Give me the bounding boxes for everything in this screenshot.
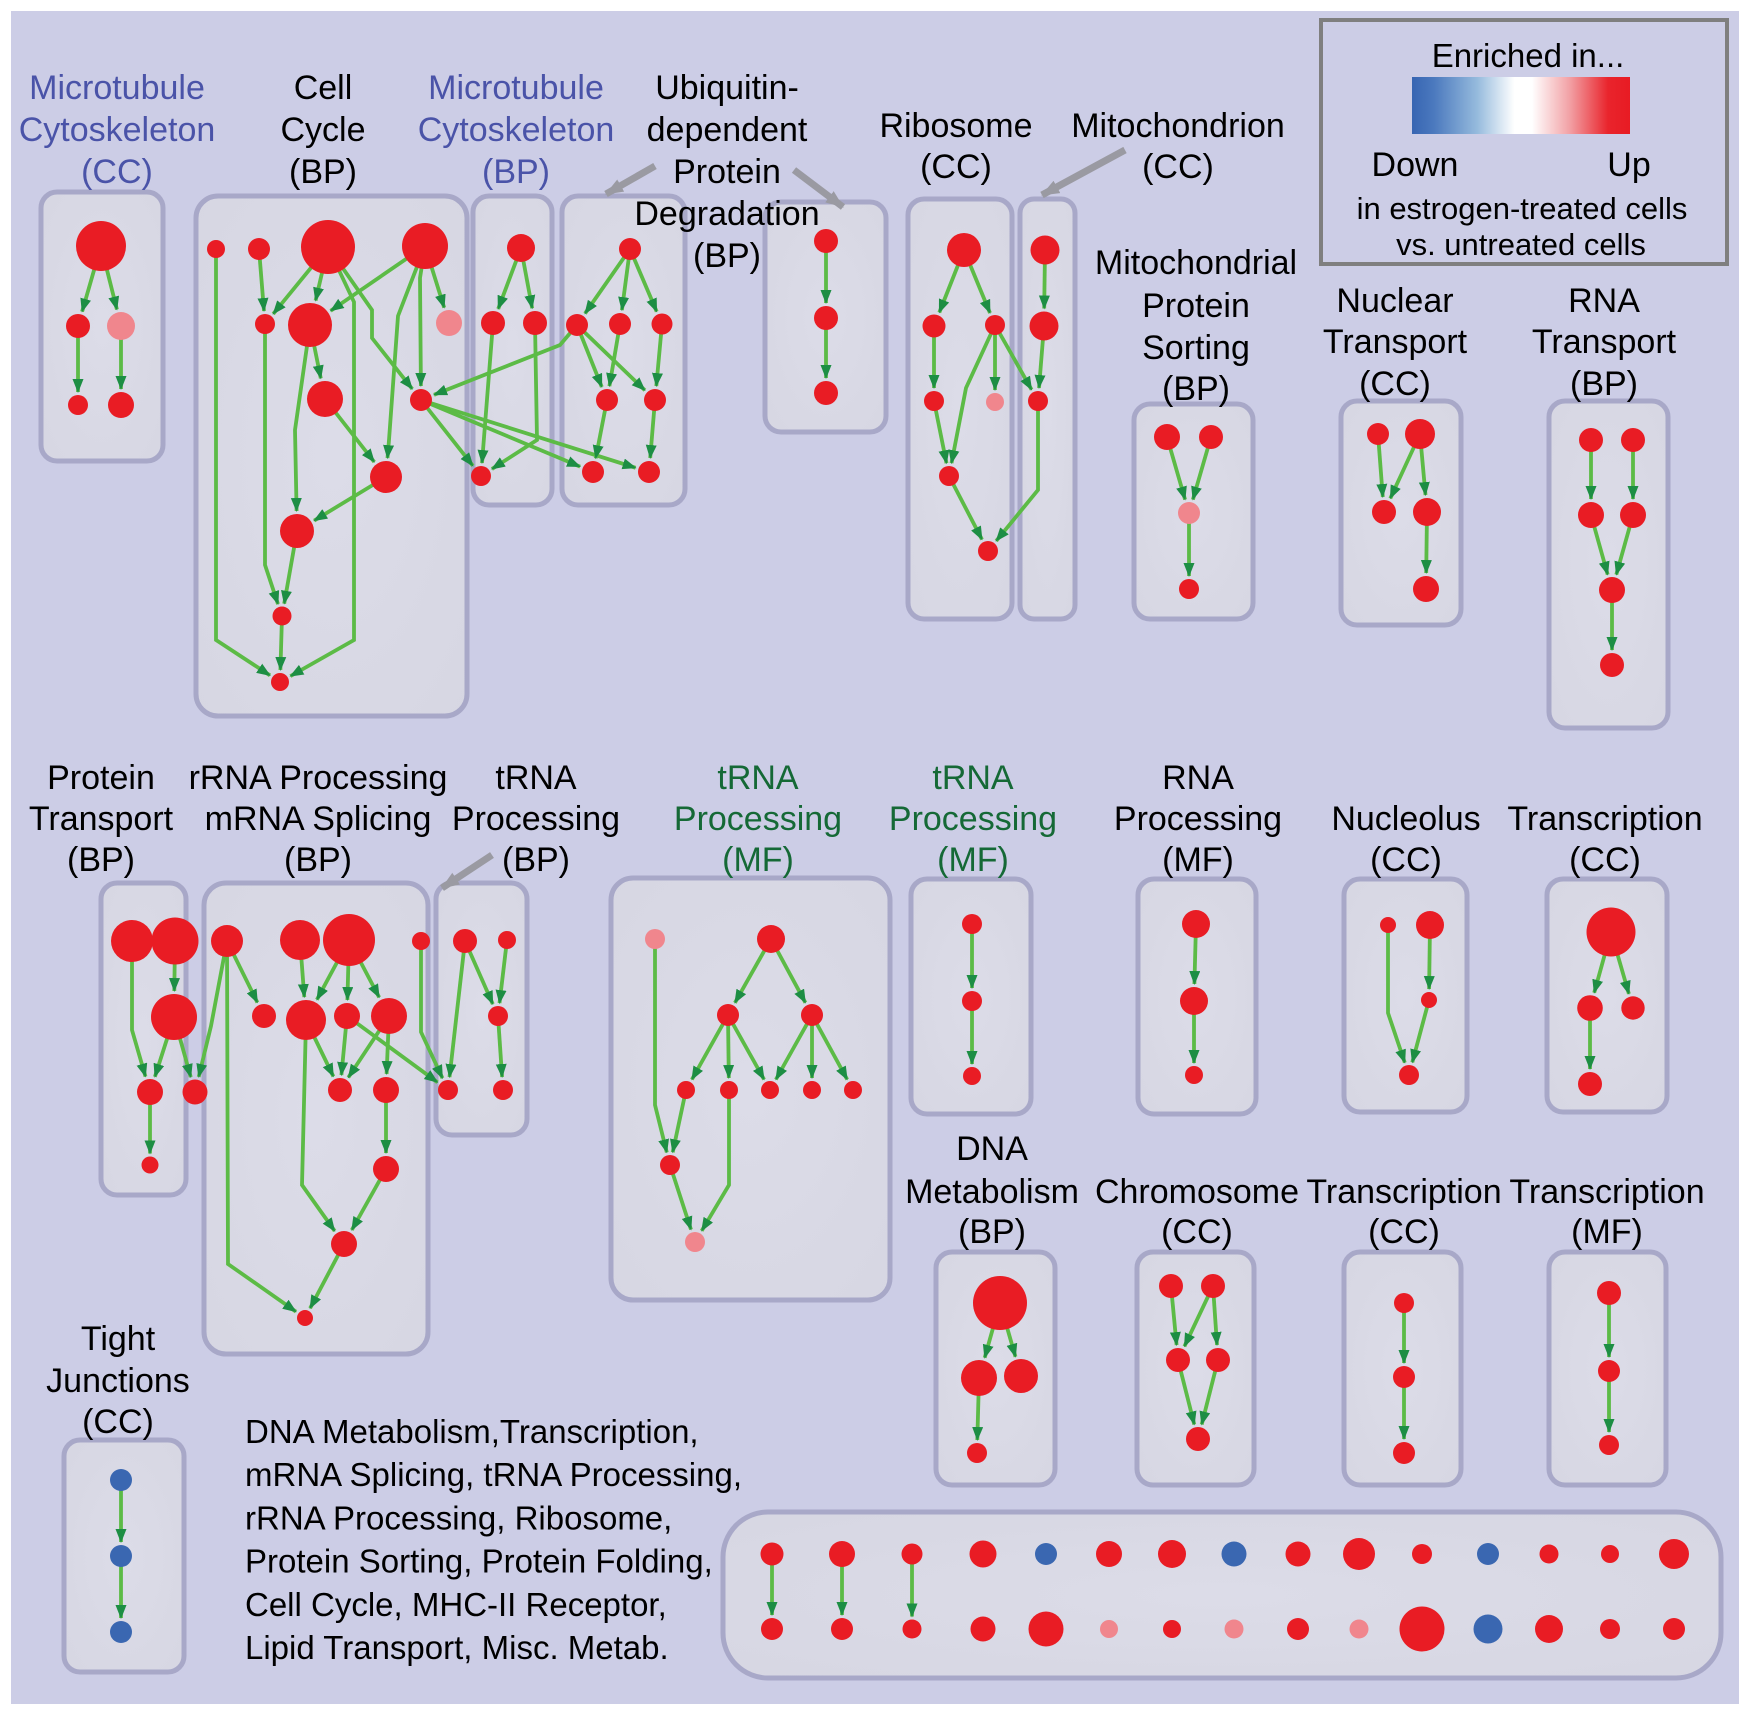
svg-text:mRNA Splicing, tRNA Processing: mRNA Splicing, tRNA Processing, [245,1456,742,1493]
svg-text:rRNA Processing: rRNA Processing [189,759,448,797]
svg-text:(CC): (CC) [1370,841,1442,879]
svg-text:in estrogen-treated cells: in estrogen-treated cells [1357,191,1688,226]
svg-text:tRNA: tRNA [717,759,799,797]
svg-text:Junctions: Junctions [46,1362,190,1400]
svg-text:Chromosome: Chromosome [1095,1173,1299,1211]
svg-text:Nucleolus: Nucleolus [1331,800,1480,838]
svg-text:Protein Sorting, Protein Foldi: Protein Sorting, Protein Folding, [245,1543,713,1580]
svg-text:(BP): (BP) [1570,365,1638,403]
svg-text:(CC): (CC) [920,148,992,186]
svg-text:(BP): (BP) [482,153,550,191]
svg-text:Mitochondrion: Mitochondrion [1071,107,1285,145]
svg-text:Microtubule: Microtubule [428,69,604,107]
svg-text:Transport: Transport [1532,323,1677,361]
svg-text:Mitochondrial: Mitochondrial [1095,244,1297,282]
svg-text:(CC): (CC) [1368,1213,1440,1251]
svg-text:(BP): (BP) [502,841,570,879]
svg-text:RNA: RNA [1162,759,1234,797]
svg-text:Lipid Transport, Misc. Metab.: Lipid Transport, Misc. Metab. [245,1629,669,1666]
svg-text:Cycle: Cycle [280,111,365,149]
svg-text:Sorting: Sorting [1142,329,1250,367]
svg-text:Cytoskeleton: Cytoskeleton [418,111,615,149]
svg-text:(BP): (BP) [289,153,357,191]
svg-text:Transport: Transport [1323,323,1468,361]
svg-text:Protein: Protein [673,153,781,191]
svg-text:dependent: dependent [647,111,808,149]
svg-text:tRNA: tRNA [932,759,1014,797]
svg-text:(MF): (MF) [722,841,794,879]
svg-text:(BP): (BP) [67,841,135,879]
svg-text:(CC): (CC) [1359,365,1431,403]
svg-text:Cell Cycle, MHC-II Receptor,: Cell Cycle, MHC-II Receptor, [245,1586,667,1623]
svg-text:Protein: Protein [1142,287,1250,325]
svg-text:(CC): (CC) [82,1403,154,1441]
svg-text:Processing: Processing [1114,800,1282,838]
svg-text:Up: Up [1607,146,1650,184]
svg-text:(BP): (BP) [284,841,352,879]
svg-text:rRNA Processing, Ribosome,: rRNA Processing, Ribosome, [245,1499,672,1536]
svg-text:RNA: RNA [1568,282,1640,320]
svg-text:Cytoskeleton: Cytoskeleton [19,111,216,149]
svg-text:Transport: Transport [29,800,174,838]
svg-text:DNA: DNA [956,1130,1028,1168]
svg-text:Microtubule: Microtubule [29,69,205,107]
svg-text:(BP): (BP) [1162,370,1230,408]
svg-text:(CC): (CC) [81,153,153,191]
svg-text:Nuclear: Nuclear [1336,282,1453,320]
svg-text:Ribosome: Ribosome [879,107,1032,145]
svg-text:(CC): (CC) [1142,148,1214,186]
svg-text:tRNA: tRNA [495,759,577,797]
svg-text:(CC): (CC) [1569,841,1641,879]
svg-text:Processing: Processing [452,800,620,838]
svg-text:Metabolism: Metabolism [905,1173,1079,1211]
svg-text:Tight: Tight [81,1320,156,1358]
svg-text:DNA Metabolism,Transcription,: DNA Metabolism,Transcription, [245,1413,699,1450]
svg-text:Degradation: Degradation [634,195,819,233]
svg-text:(BP): (BP) [958,1213,1026,1251]
svg-text:Processing: Processing [889,800,1057,838]
svg-text:Protein: Protein [47,759,155,797]
svg-text:vs. untreated cells: vs. untreated cells [1396,227,1646,262]
svg-text:Down: Down [1372,146,1459,184]
svg-text:Enriched in...: Enriched in... [1432,37,1625,74]
svg-text:Cell: Cell [294,69,353,107]
svg-text:(MF): (MF) [1571,1213,1643,1251]
svg-text:Transcription: Transcription [1507,800,1702,838]
svg-text:Ubiquitin-: Ubiquitin- [655,69,799,107]
svg-text:(MF): (MF) [1162,841,1234,879]
svg-text:Transcription: Transcription [1306,1173,1501,1211]
svg-text:Transcription: Transcription [1509,1173,1704,1211]
svg-text:(MF): (MF) [937,841,1009,879]
svg-text:mRNA Splicing: mRNA Splicing [205,800,432,838]
svg-text:Processing: Processing [674,800,842,838]
svg-text:(CC): (CC) [1161,1213,1233,1251]
svg-text:(BP): (BP) [693,237,761,275]
